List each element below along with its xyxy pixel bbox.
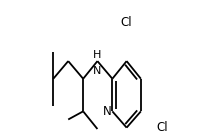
Text: Cl: Cl	[121, 16, 133, 29]
Text: Cl: Cl	[157, 121, 168, 134]
Text: N: N	[93, 66, 102, 76]
Text: N: N	[103, 105, 112, 118]
Text: H: H	[93, 50, 102, 60]
